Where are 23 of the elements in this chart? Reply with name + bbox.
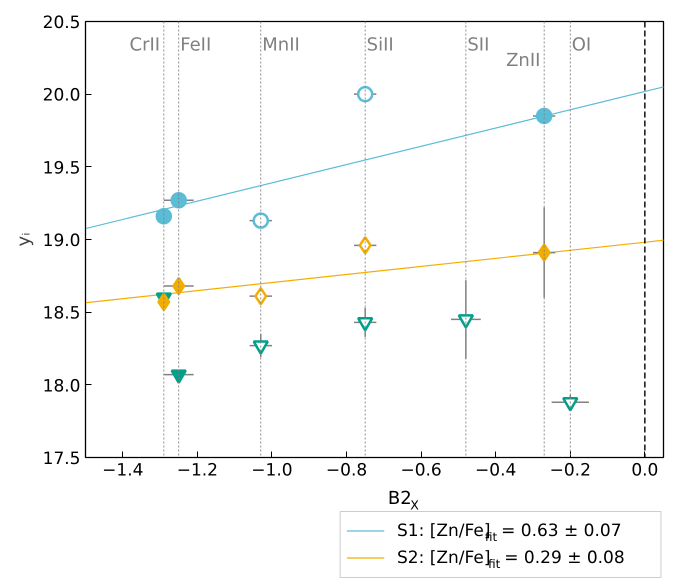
y-tick-label: 20.0 (42, 86, 81, 106)
ref-line-label: SiII (366, 34, 394, 56)
x-tick-label: 0.0 (631, 460, 658, 480)
x-tick-label: −0.2 (550, 460, 591, 480)
x-tick-label: −0.4 (475, 460, 516, 480)
x-tick-label: −1.0 (251, 460, 293, 480)
y-tick-label: 18.5 (42, 304, 81, 324)
y-tick-label: 17.5 (42, 449, 81, 469)
x-tick-label: −1.2 (176, 460, 218, 480)
y-tick-label: 18.0 (42, 376, 81, 396)
x-tick-label: −0.6 (400, 460, 442, 480)
ref-line-label: MnII (262, 34, 300, 56)
y-tick-label: 20.5 (42, 13, 81, 33)
ref-line-label: FeII (180, 34, 212, 56)
y-tick-label: 19.0 (42, 231, 81, 251)
ref-line-label: CrII (129, 34, 160, 56)
ref-line-label: ZnII (506, 50, 540, 71)
ref-line-label: OI (572, 34, 592, 56)
ref-line-label: SII (467, 34, 490, 56)
x-tick-label: −1.4 (102, 460, 144, 480)
y-tick-label: 19.5 (42, 158, 81, 178)
y-axis-title: yᵢ (14, 232, 35, 246)
x-tick-label: −0.8 (326, 460, 368, 480)
